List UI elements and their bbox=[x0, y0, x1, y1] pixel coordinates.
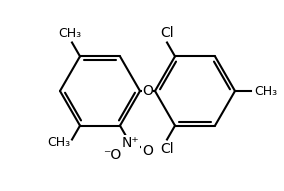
Text: O: O bbox=[142, 84, 153, 98]
Text: ⁻O: ⁻O bbox=[103, 148, 121, 162]
Text: CH₃: CH₃ bbox=[59, 27, 82, 40]
Text: Cl: Cl bbox=[160, 26, 174, 40]
Text: CH₃: CH₃ bbox=[254, 84, 277, 97]
Text: N⁺: N⁺ bbox=[121, 136, 139, 150]
Text: O: O bbox=[143, 144, 153, 158]
Text: Cl: Cl bbox=[160, 142, 174, 156]
Text: CH₃: CH₃ bbox=[47, 136, 70, 149]
